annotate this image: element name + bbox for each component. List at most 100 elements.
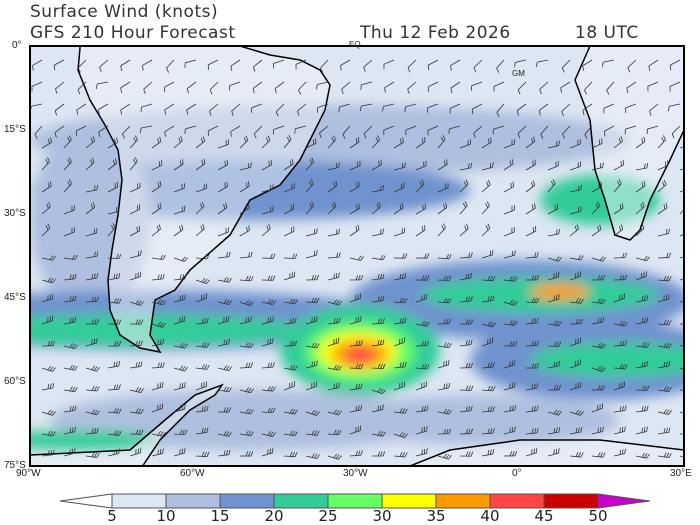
wind-barb — [349, 275, 364, 281]
wind-barb — [635, 342, 650, 348]
wind-barb — [261, 337, 274, 347]
wind-barb — [107, 384, 121, 391]
wind-barb — [635, 405, 649, 413]
wind-barb — [253, 125, 263, 139]
wind-barb — [151, 254, 166, 260]
wind-barb — [305, 250, 318, 259]
wind-barb — [283, 203, 295, 215]
wind-barb — [591, 162, 604, 171]
wind-barb — [217, 315, 230, 325]
wind-barb — [569, 451, 584, 458]
wind-barb — [85, 273, 99, 281]
wind-barb — [525, 136, 536, 149]
wind-barb — [415, 179, 425, 193]
wind-barb — [635, 271, 647, 281]
wind-barb — [646, 125, 659, 135]
valid-date: Thu 12 Feb 2026 — [360, 23, 511, 43]
wind-barb — [239, 316, 252, 325]
wind-barb — [657, 228, 670, 237]
wind-barb — [63, 405, 77, 413]
wind-barb — [85, 157, 95, 171]
wind-barb — [129, 299, 144, 306]
wind-barb — [393, 273, 407, 281]
wind-barb — [503, 276, 518, 282]
wind-barb — [164, 103, 175, 115]
wind-barb — [85, 296, 99, 303]
wind-barb — [547, 179, 556, 193]
wind-barb — [107, 341, 122, 347]
lon-label: 90°W — [16, 468, 41, 479]
colorbar-label: 25 — [318, 507, 338, 525]
wind-barb — [591, 256, 606, 262]
wind-barb — [657, 294, 670, 303]
wind-barb — [415, 275, 430, 281]
wind-barb — [63, 273, 77, 281]
wind-barb — [98, 103, 109, 115]
wind-barb — [129, 408, 144, 414]
wind-barb — [393, 431, 408, 439]
wind-barb — [195, 158, 206, 171]
wind-barb — [85, 452, 100, 458]
wind-barb — [635, 361, 649, 369]
wind-barb — [603, 103, 615, 114]
wind-barb — [606, 81, 615, 95]
wind-barb — [503, 359, 516, 369]
wind-barb — [261, 386, 276, 392]
wind-barb — [230, 59, 241, 72]
wind-barb — [481, 406, 495, 413]
wind-barb — [239, 430, 254, 437]
wind-barb — [393, 381, 405, 391]
wind-barb — [626, 81, 637, 94]
wind-barb — [272, 125, 285, 135]
wind-barb — [41, 181, 52, 193]
wind-barb — [437, 428, 452, 435]
wind-barb — [547, 448, 560, 457]
wind-barb — [503, 139, 515, 149]
wind-barb — [107, 298, 122, 304]
wind-barb — [77, 59, 87, 73]
wind-barb — [85, 365, 100, 372]
wind-barb — [173, 315, 186, 325]
wind-barb — [173, 224, 184, 237]
lat-label: 0° — [12, 40, 22, 51]
lat-label: 15°S — [4, 124, 26, 135]
wind-barb — [363, 59, 373, 73]
wind-barb — [635, 452, 650, 459]
wind-barb — [525, 180, 536, 193]
wind-barb — [283, 451, 298, 458]
wind-barb — [98, 125, 109, 137]
wind-barb — [657, 452, 672, 459]
wind-barb — [151, 448, 164, 457]
wind-barb — [459, 223, 469, 237]
wind-barb — [107, 319, 122, 325]
wind-barb — [239, 362, 253, 369]
wind-barb — [261, 362, 275, 369]
colorbar-segment — [381, 493, 437, 509]
wind-barb — [503, 205, 515, 215]
wind-barb — [459, 296, 473, 303]
wind-barb — [603, 125, 615, 137]
wind-barb — [327, 272, 340, 281]
wind-barb — [305, 157, 315, 171]
wind-barb — [635, 180, 646, 193]
wind-barb — [647, 81, 659, 92]
wind-barb — [209, 81, 219, 95]
wind-barb — [613, 252, 628, 259]
lat-label: 60°S — [4, 376, 26, 387]
wind-barb — [217, 338, 230, 347]
wind-barb — [437, 223, 446, 237]
wind-barb — [298, 81, 307, 95]
wind-barb — [602, 59, 615, 68]
wind-barb — [584, 125, 593, 139]
wind-barb — [99, 59, 109, 72]
wind-barb — [261, 135, 271, 149]
wind-barb — [120, 59, 131, 71]
wind-barb — [305, 274, 320, 281]
wind-barb — [393, 253, 408, 259]
wind-barb — [427, 81, 439, 92]
wind-barb — [54, 125, 65, 138]
wind-barb — [305, 138, 317, 149]
wind-barb — [591, 224, 602, 237]
wind-barb — [415, 381, 427, 391]
wind-barb — [173, 205, 186, 215]
